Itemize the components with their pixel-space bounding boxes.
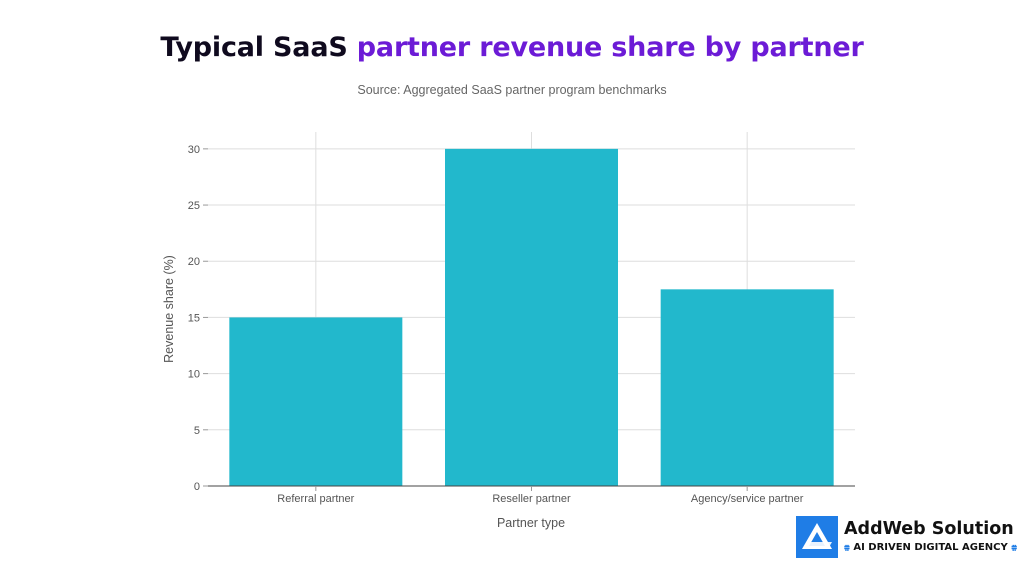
logo-tagline: ⩷ AI DRIVEN DIGITAL AGENCY ⩷: [844, 542, 1017, 553]
tagline-text: AI DRIVEN DIGITAL AGENCY: [853, 542, 1008, 553]
y-tick-label: 15: [188, 312, 200, 324]
y-tick-label: 30: [188, 144, 200, 156]
bar: [229, 317, 403, 486]
tagline-arrow-right-icon: ⩷: [1011, 542, 1018, 553]
x-tick-label: Agency/service partner: [691, 493, 804, 505]
y-axis-label: Revenue share (%): [162, 255, 176, 363]
logo-name: AddWeb Solution: [844, 519, 1014, 539]
y-tick-label: 5: [194, 425, 200, 437]
x-tick-label: Reseller partner: [492, 493, 571, 505]
tick-labels: 0 5 10 15 20 25 30 Referral partner Reseller par…: [188, 144, 804, 505]
y-tick-label: 20: [188, 256, 200, 268]
chart-subtitle: Source: Aggregated SaaS partner program …: [357, 83, 667, 97]
bar: [660, 289, 834, 486]
tagline-arrow-left-icon: ⩷: [844, 542, 850, 553]
y-tick-label: 0: [194, 481, 200, 493]
chart-title-dark: Typical SaaS: [160, 32, 357, 63]
addweb-logo: AddWeb Solution ⩷ AI DRIVEN DIGITAL AGEN…: [796, 516, 1018, 560]
axes: [203, 148, 855, 491]
y-tick-label: 25: [188, 200, 200, 212]
bars: [229, 148, 834, 486]
chart-title-accent: partner revenue share by partner: [356, 32, 864, 63]
bar: [445, 148, 618, 486]
x-tick-label: Referral partner: [277, 493, 354, 505]
x-axis-label: Partner type: [497, 516, 565, 530]
chart-title: Typical SaaS partner revenue share by pa…: [0, 32, 1024, 63]
addweb-logo-icon: [796, 516, 838, 558]
y-tick-label: 10: [188, 369, 200, 381]
